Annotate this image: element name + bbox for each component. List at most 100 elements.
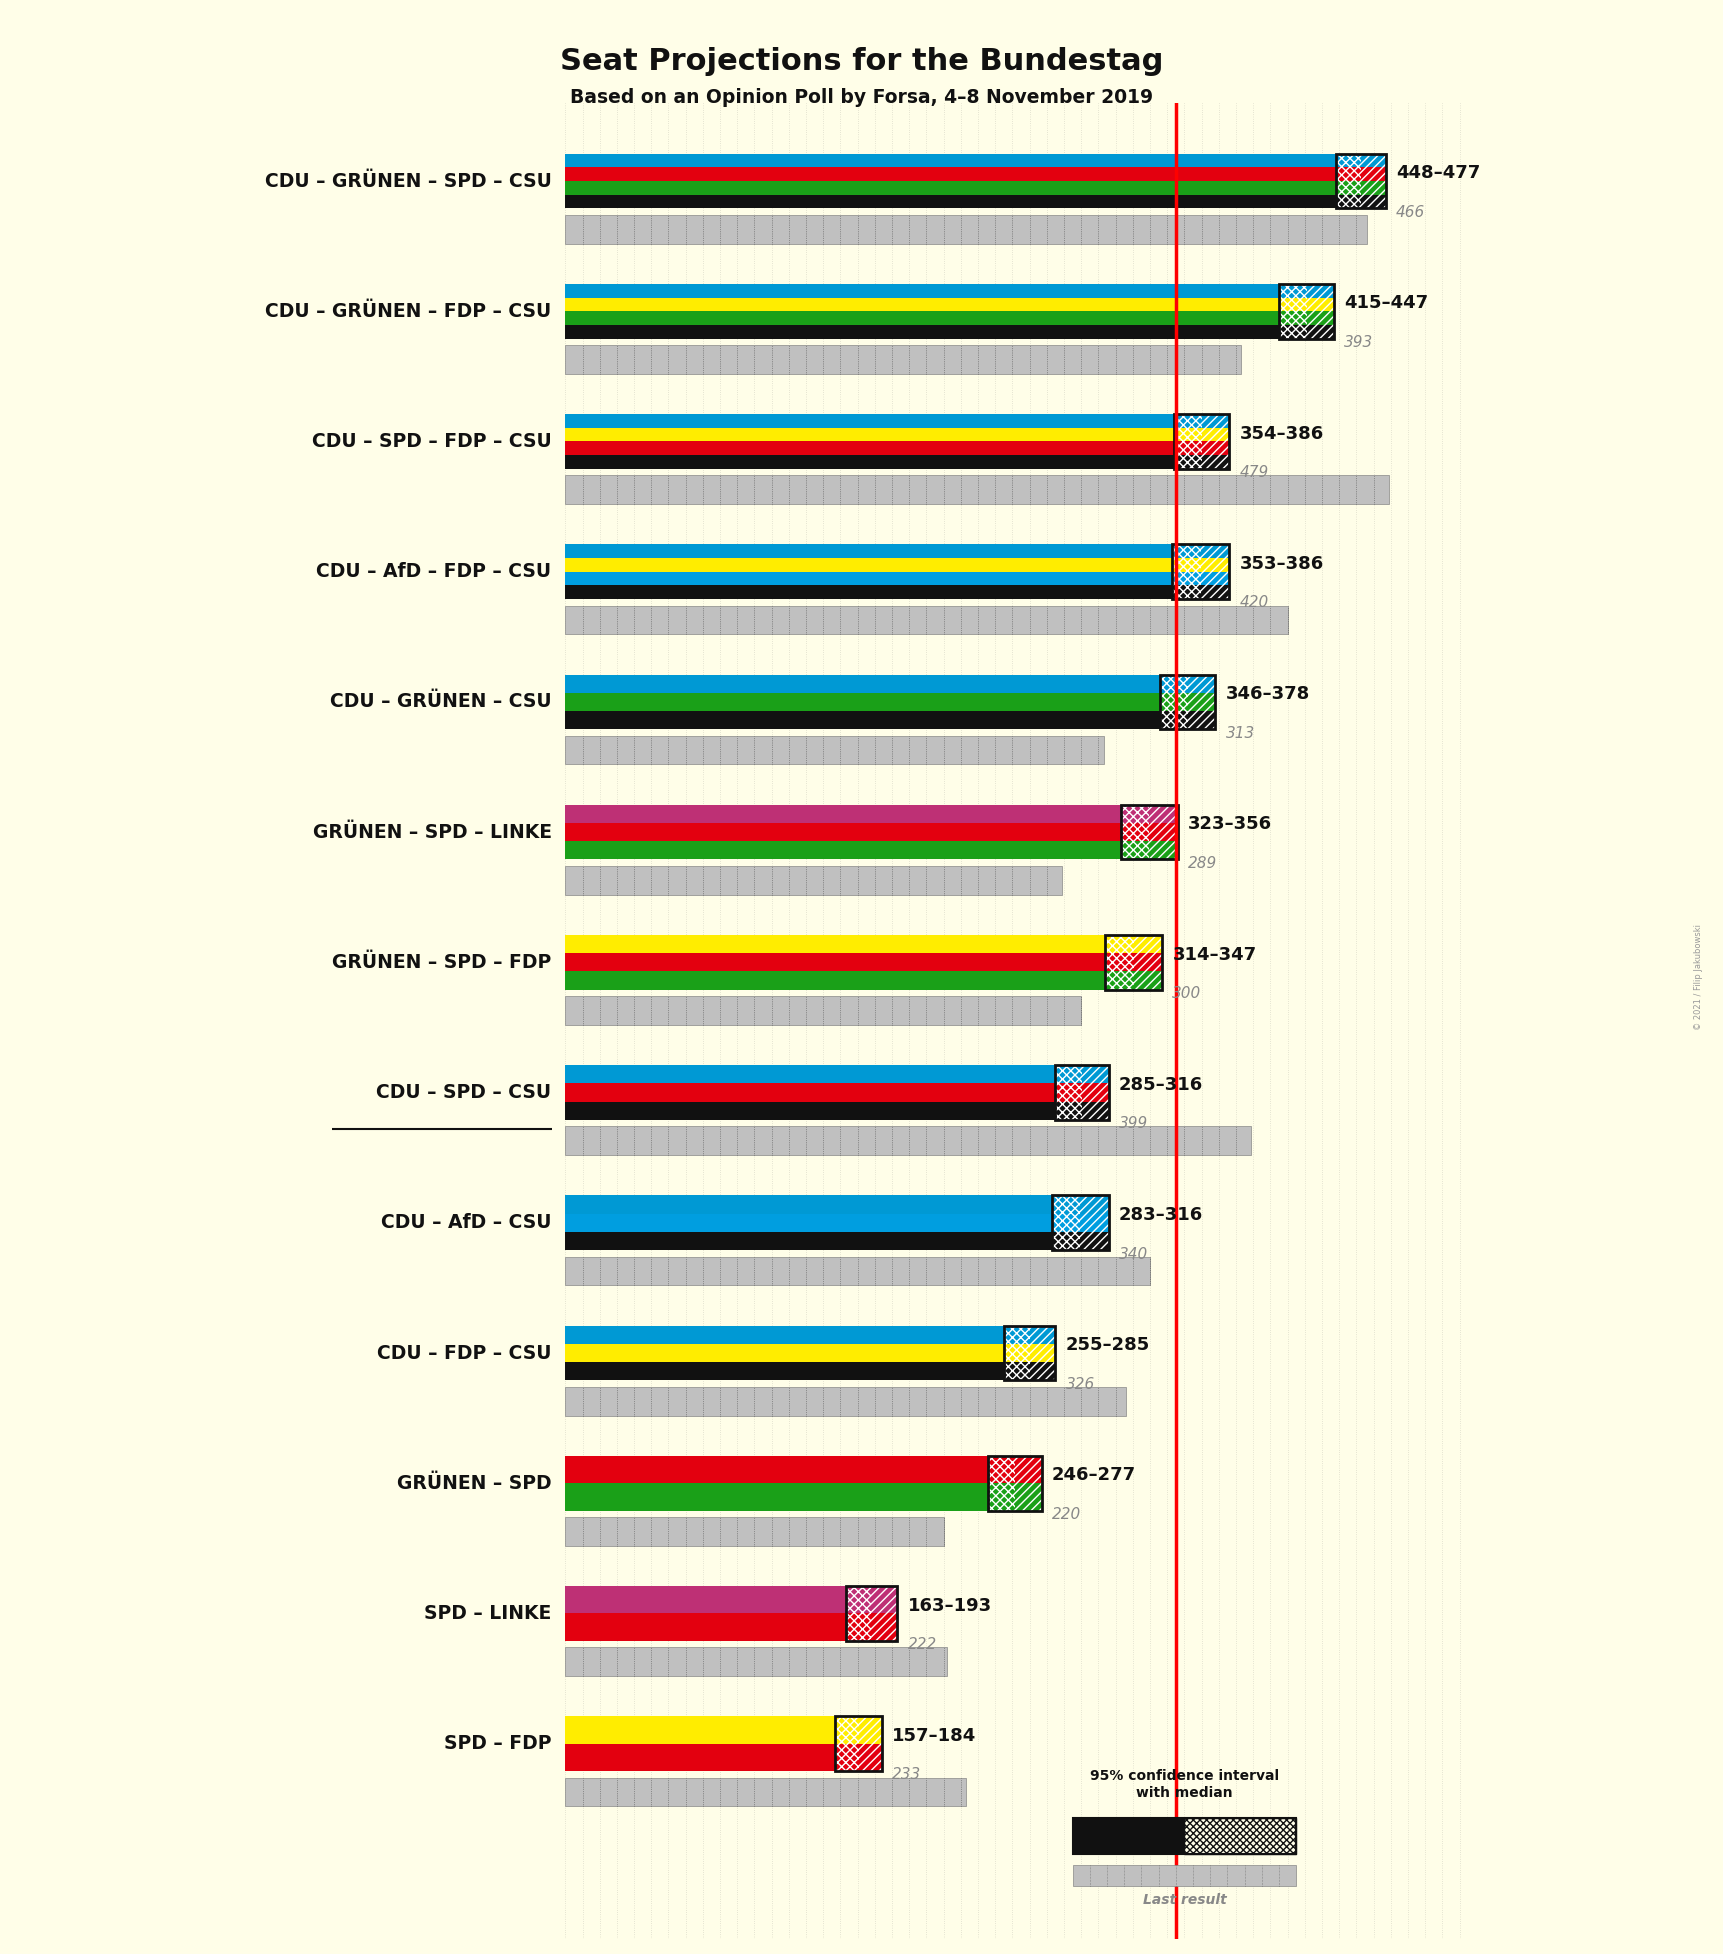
Bar [565,573,1228,586]
Bar [565,346,1241,373]
Text: 354–386: 354–386 [1239,424,1323,444]
Bar [565,428,1228,442]
Bar [565,842,1177,860]
Text: 466: 466 [1396,205,1425,219]
Bar [565,475,1389,504]
Text: 220: 220 [1051,1507,1080,1522]
Bar [1072,1817,1296,1854]
Bar [565,1362,1054,1380]
Text: Seat Projections for the Bundestag: Seat Projections for the Bundestag [560,47,1163,76]
Bar [858,1716,880,1770]
Bar [1051,1196,1108,1251]
Bar [565,1483,1041,1510]
Bar [565,1716,880,1743]
Bar [1120,805,1177,860]
Bar [1029,1325,1054,1380]
Text: GRÜNEN – SPD – FDP: GRÜNEN – SPD – FDP [333,954,551,971]
Bar [565,1614,896,1641]
Bar [565,805,1177,823]
Text: 300: 300 [1172,987,1201,1000]
Bar [836,1716,858,1770]
Text: 233: 233 [891,1768,920,1782]
Text: CDU – AfD – FDP – CSU: CDU – AfD – FDP – CSU [317,563,551,580]
Text: CDU – GRÜNEN – FDP – CSU: CDU – GRÜNEN – FDP – CSU [265,301,551,320]
Bar [565,559,1228,573]
Text: 340: 340 [1118,1247,1148,1262]
Bar [565,711,1215,729]
Bar [565,414,1228,428]
Bar [565,1516,942,1546]
Bar [565,823,1177,842]
Bar [1160,674,1215,729]
Bar [1104,936,1161,991]
Text: 393: 393 [1344,334,1373,350]
Bar [1051,1196,1080,1251]
Text: 222: 222 [906,1637,936,1653]
Bar [1003,1325,1054,1380]
Bar [565,297,1334,311]
Text: 415–447: 415–447 [1344,295,1428,313]
Bar [1080,1196,1108,1251]
Bar [1187,674,1215,729]
Bar [565,694,1215,711]
Bar [1120,805,1149,860]
Bar [1306,283,1334,338]
Text: 95% confidence interval
with median: 95% confidence interval with median [1089,1770,1278,1800]
Bar [565,1344,1054,1362]
Bar [1072,1817,1184,1854]
Text: CDU – AfD – CSU: CDU – AfD – CSU [381,1213,551,1233]
Text: Last result: Last result [1142,1893,1225,1907]
Bar [1278,283,1334,338]
Bar [1003,1325,1029,1380]
Bar [846,1587,896,1641]
Text: 479: 479 [1239,465,1268,481]
Bar [565,997,1080,1024]
Text: GRÜNEN – SPD – LINKE: GRÜNEN – SPD – LINKE [312,823,551,842]
Bar [565,737,1103,764]
Bar [565,936,1161,954]
Bar [565,1325,1054,1344]
Bar [1335,154,1359,209]
Bar [1335,154,1385,209]
Text: 285–316: 285–316 [1118,1077,1203,1094]
Bar [565,1231,1108,1251]
Bar [565,324,1334,338]
Text: GRÜNEN – SPD: GRÜNEN – SPD [396,1473,551,1493]
Text: SPD – LINKE: SPD – LINKE [424,1604,551,1624]
Text: 346–378: 346–378 [1225,686,1309,703]
Text: 448–477: 448–477 [1396,164,1480,182]
Text: 353–386: 353–386 [1239,555,1323,573]
Bar [565,1647,946,1677]
Bar [565,1126,1251,1155]
Text: 283–316: 283–316 [1118,1206,1203,1223]
Bar [1054,1065,1108,1120]
Bar [565,1778,965,1805]
Text: CDU – SPD – CSU: CDU – SPD – CSU [376,1083,551,1102]
Bar [565,283,1334,297]
Bar [565,545,1228,559]
Bar [1173,414,1228,469]
Text: © 2021 / Filip Jakubowski: © 2021 / Filip Jakubowski [1692,924,1702,1030]
Bar [565,866,1061,895]
Bar [1072,1864,1296,1886]
Text: 157–184: 157–184 [891,1727,975,1745]
Text: 289: 289 [1187,856,1216,871]
Text: 323–356: 323–356 [1187,815,1272,832]
Bar [1149,805,1177,860]
Bar [1172,545,1228,600]
Bar [565,586,1228,600]
Bar [1199,545,1228,600]
Bar [1054,1065,1082,1120]
Bar [565,1743,880,1770]
Bar [565,195,1385,209]
Bar [565,1065,1108,1083]
Bar [565,606,1287,635]
Bar [565,182,1385,195]
Bar [846,1587,870,1641]
Bar [565,168,1385,182]
Bar [565,674,1215,694]
Text: SPD – FDP: SPD – FDP [445,1733,551,1753]
Bar [565,154,1385,168]
Text: 246–277: 246–277 [1051,1466,1135,1485]
Bar [565,455,1228,469]
